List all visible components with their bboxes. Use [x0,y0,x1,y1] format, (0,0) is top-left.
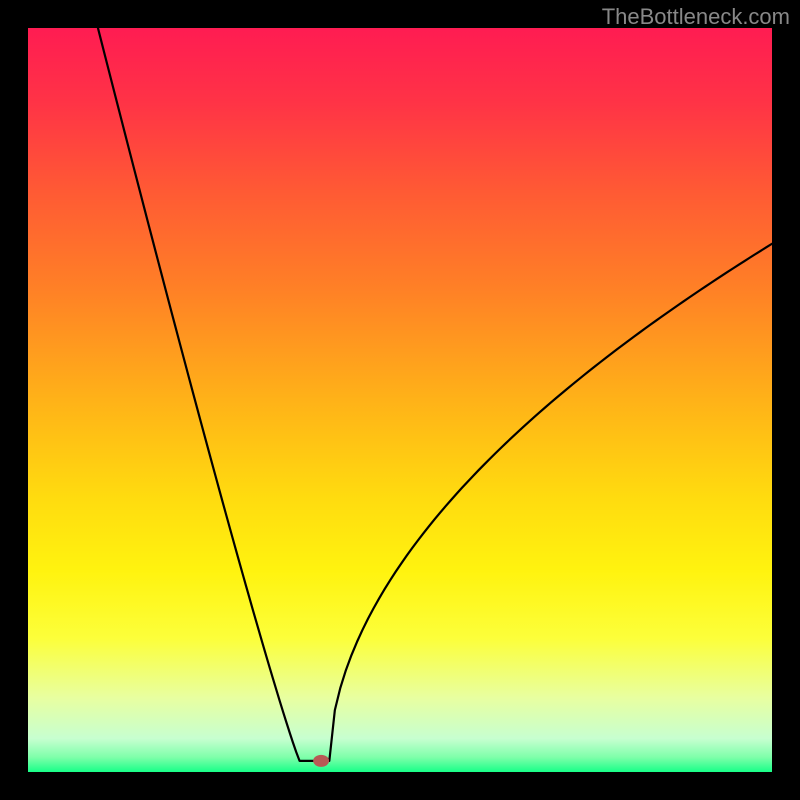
watermark-text: TheBottleneck.com [602,4,790,30]
plot-background [28,28,772,772]
trough-marker [313,755,329,767]
chart-root: TheBottleneck.com [0,0,800,800]
plot-area [28,28,772,772]
